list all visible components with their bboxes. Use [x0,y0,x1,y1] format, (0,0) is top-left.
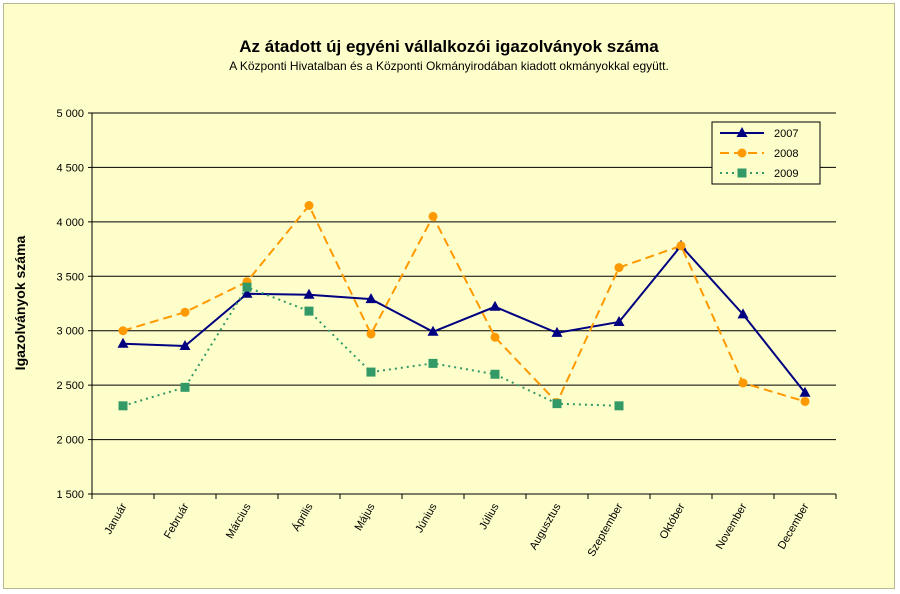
data-point-2009 [180,382,190,392]
x-tick-label: Február [162,501,192,541]
data-point-2009 [366,367,376,377]
y-tick-label: 2 000 [56,435,84,447]
legend-marker-2007 [736,127,748,137]
legend: 2007 2008 2009 [711,121,821,185]
x-tick-label: Október [658,501,688,541]
data-point-2007 [303,288,315,299]
y-axis-title: Igazolványok száma [12,235,28,370]
data-point-2007 [365,293,377,304]
data-point-2007 [799,386,811,397]
chart-title: Az átadott új egyéni vállalkozói igazolv… [239,37,659,56]
data-point-2007 [551,326,563,337]
data-point-2009 [242,282,252,292]
data-point-2008 [304,201,314,211]
data-point-2009 [614,401,624,411]
x-tick-label: Június [413,501,440,535]
y-tick-label: 4 000 [56,217,84,229]
x-tick-label: Május [353,501,378,533]
series-line-2007 [122,244,806,394]
data-point-2008 [738,378,748,388]
legend-label-2009: 2009 [774,168,798,180]
data-point-2009 [552,399,562,409]
x-tick-label: Április [289,501,315,534]
legend-marker-2009 [737,168,747,178]
series-line-2008 [122,203,806,405]
legend-marker-2008 [737,148,747,158]
y-tick-label: 4 500 [56,162,84,174]
data-point-2009 [304,306,314,316]
data-point-2007 [117,337,129,348]
data-point-2007 [427,325,439,336]
data-point-2008 [118,326,128,336]
legend-label-2007: 2007 [774,128,798,140]
data-point-2008 [180,307,190,317]
data-point-2009 [118,401,128,411]
x-tick-label: Március [224,501,254,541]
data-point-2008 [614,263,624,273]
x-tick-label: Január [102,501,129,536]
data-point-2007 [179,339,191,350]
data-point-2008 [676,241,686,251]
x-tick-label: Szeptember [586,501,626,559]
data-point-2007 [241,287,253,298]
data-point-2008 [490,332,500,342]
data-point-2008 [428,211,438,221]
data-point-2007 [489,300,501,311]
x-tick-label: December [776,501,812,551]
data-point-2009 [490,369,500,379]
y-tick-label: 3 500 [56,271,84,283]
y-tick-label: 1 500 [56,489,84,501]
data-point-2008 [366,329,376,339]
x-tick-label: Augusztus [528,501,564,552]
data-point-2007 [737,308,749,319]
legend-label-2008: 2008 [774,148,798,160]
data-point-2008 [800,396,810,406]
data-point-2009 [428,358,438,368]
y-tick-label: 2 500 [56,380,84,392]
y-tick-label: 3 000 [56,326,84,338]
series-line-2009 [122,285,620,407]
y-tick-label: 5 000 [56,108,84,120]
x-tick-label: November [714,501,750,551]
data-point-2007 [613,316,625,327]
chart-subtitle: A Központi Hivatalban és a Központi Okmá… [229,59,669,73]
chart-frame [3,3,895,589]
x-tick-label: Július [477,501,502,532]
